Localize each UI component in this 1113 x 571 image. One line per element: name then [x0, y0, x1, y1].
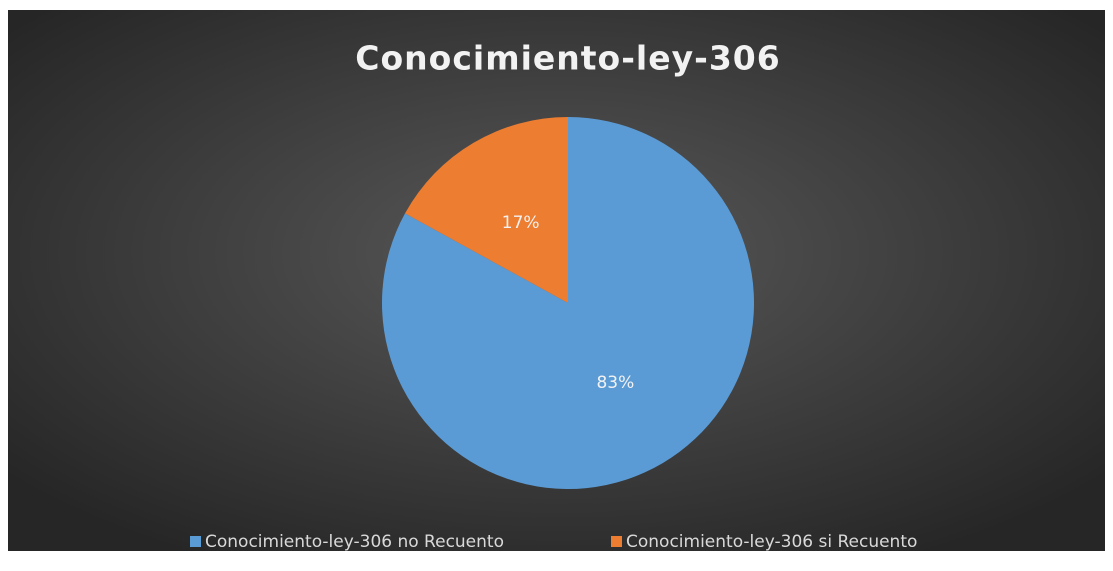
legend-label: Conocimiento-ley-306 si Recuento	[626, 532, 917, 552]
legend-swatch	[190, 536, 201, 547]
legend-label: Conocimiento-ley-306 no Recuento	[205, 532, 504, 552]
pie-slice	[405, 117, 568, 303]
data-label: 17%	[502, 213, 540, 233]
data-label: 83%	[596, 373, 634, 393]
chart-title: Conocimiento-ley-306	[355, 39, 780, 78]
legend-swatch	[611, 536, 622, 547]
